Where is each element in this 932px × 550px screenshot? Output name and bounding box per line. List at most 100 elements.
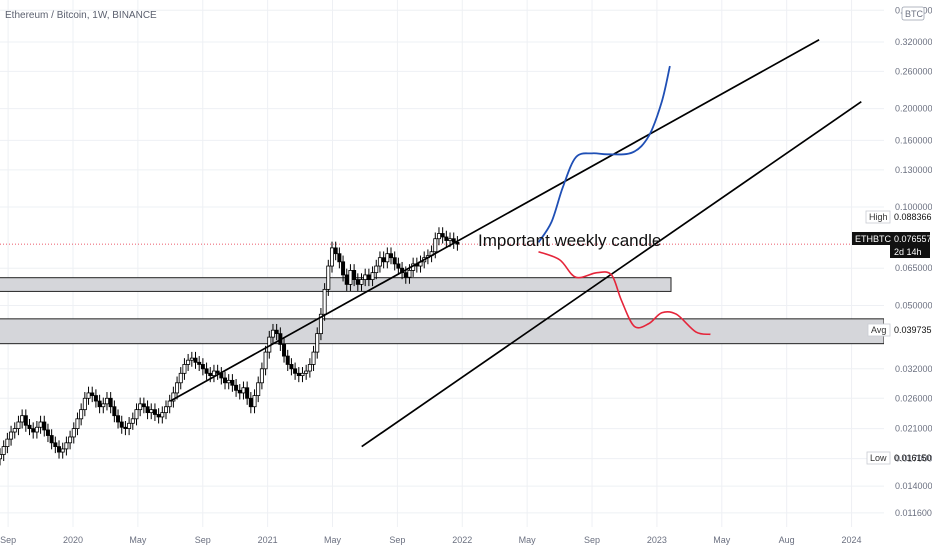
candle-47 <box>171 392 176 402</box>
candle-62 <box>226 379 231 384</box>
candle-65 <box>237 389 242 394</box>
grid <box>0 0 884 527</box>
y-tick-6: 0.100000 <box>895 202 932 212</box>
candle-122 <box>448 238 453 241</box>
projection-paths <box>537 65 711 336</box>
candle-107 <box>392 257 397 265</box>
candle-102 <box>374 265 379 274</box>
x-tick-9: Sep <box>584 535 600 545</box>
candle-41 <box>149 409 154 414</box>
candle-28 <box>101 403 106 408</box>
last-symbol: ETHBTC <box>855 234 892 244</box>
x-tick-13: 2024 <box>842 535 862 545</box>
candle-81 <box>296 372 301 377</box>
candle-24 <box>86 392 91 399</box>
x-tick-6: Sep <box>389 535 405 545</box>
candle-67 <box>245 387 250 399</box>
candle-38 <box>138 403 143 411</box>
candle-72 <box>263 351 268 370</box>
candle-34 <box>123 426 128 430</box>
price-axis[interactable] <box>884 0 932 550</box>
candle-20 <box>71 428 76 438</box>
candle-63 <box>230 379 235 386</box>
x-axis-ticks: Sep 2020 May Sep 2021 May Sep 2022 May Sep 2023 May… <box>0 535 861 545</box>
candle-19 <box>68 436 73 444</box>
candle-52 <box>189 357 194 361</box>
candle-50 <box>182 364 187 374</box>
candle-61 <box>223 377 228 384</box>
candle-120 <box>440 233 445 238</box>
candle-80 <box>293 368 298 374</box>
candle-74 <box>270 329 275 338</box>
candles <box>0 227 460 466</box>
candle-35 <box>127 422 132 430</box>
candle-3 <box>9 431 14 440</box>
candle-121 <box>444 236 449 241</box>
candle-14 <box>49 435 54 444</box>
y-tick-2: 0.260000 <box>895 66 932 76</box>
candle-36 <box>130 418 135 424</box>
candle-100 <box>366 274 371 280</box>
candle-9 <box>31 428 36 433</box>
candle-77 <box>282 344 287 357</box>
candle-105 <box>385 253 390 263</box>
candle-111 <box>407 270 412 278</box>
candle-17 <box>60 448 65 453</box>
candle-30 <box>108 397 113 408</box>
candle-31 <box>112 406 117 417</box>
candle-108 <box>396 263 401 269</box>
candle-87 <box>318 313 323 335</box>
candle-33 <box>119 421 124 428</box>
candle-110 <box>403 272 408 278</box>
candle-27 <box>97 400 102 408</box>
last-countdown: 2d 14h <box>894 247 922 257</box>
candle-6 <box>20 415 25 423</box>
last-value: 0.076557 <box>894 234 932 244</box>
y-tick-3: 0.200000 <box>895 104 932 114</box>
x-tick-1: 2020 <box>63 535 83 545</box>
currency-badge-box[interactable] <box>901 6 925 21</box>
candle-71 <box>259 368 264 384</box>
x-tick-2: May <box>129 535 147 545</box>
candle-96 <box>352 270 357 280</box>
candle-86 <box>315 333 320 353</box>
y-tick-7: 0.065000 <box>895 263 932 273</box>
x-tick-5: May <box>324 535 342 545</box>
y-tick-11: 0.021000 <box>895 424 932 434</box>
candle-51 <box>186 359 191 365</box>
candle-16 <box>57 446 62 453</box>
low-marker: Low 0.016150 <box>866 451 932 465</box>
candle-22 <box>79 409 84 420</box>
x-tick-0: Sep <box>0 535 16 545</box>
candle-75 <box>274 329 279 335</box>
candle-46 <box>167 400 172 408</box>
candle-64 <box>234 384 239 391</box>
candle-45 <box>163 406 168 414</box>
candle-92 <box>337 253 342 263</box>
candle-4 <box>12 428 17 433</box>
high-value: 0.088366 <box>894 212 932 222</box>
avg-marker: Avg 0.039735 <box>867 323 932 337</box>
candle-124 <box>455 241 460 245</box>
currency-badge: BTC <box>905 9 924 19</box>
candle-91 <box>333 247 338 255</box>
y-tick-13: 0.014000 <box>895 481 932 491</box>
low-label: Low <box>870 453 887 463</box>
candle-97 <box>355 279 360 285</box>
candle-53 <box>193 357 198 363</box>
candle-99 <box>363 274 368 280</box>
candle-43 <box>156 414 161 418</box>
x-tick-7: 2022 <box>452 535 472 545</box>
candle-21 <box>75 418 80 430</box>
candle-42 <box>152 409 157 415</box>
candle-93 <box>341 261 346 276</box>
candle-25 <box>90 392 95 396</box>
candle-26 <box>93 395 98 402</box>
low-value: 0.016150 <box>894 453 932 463</box>
high-marker: High 0.088366 <box>865 210 932 224</box>
candle-66 <box>241 387 246 394</box>
candle-98 <box>359 279 364 285</box>
candle-11 <box>38 421 43 428</box>
candle-101 <box>370 272 375 280</box>
